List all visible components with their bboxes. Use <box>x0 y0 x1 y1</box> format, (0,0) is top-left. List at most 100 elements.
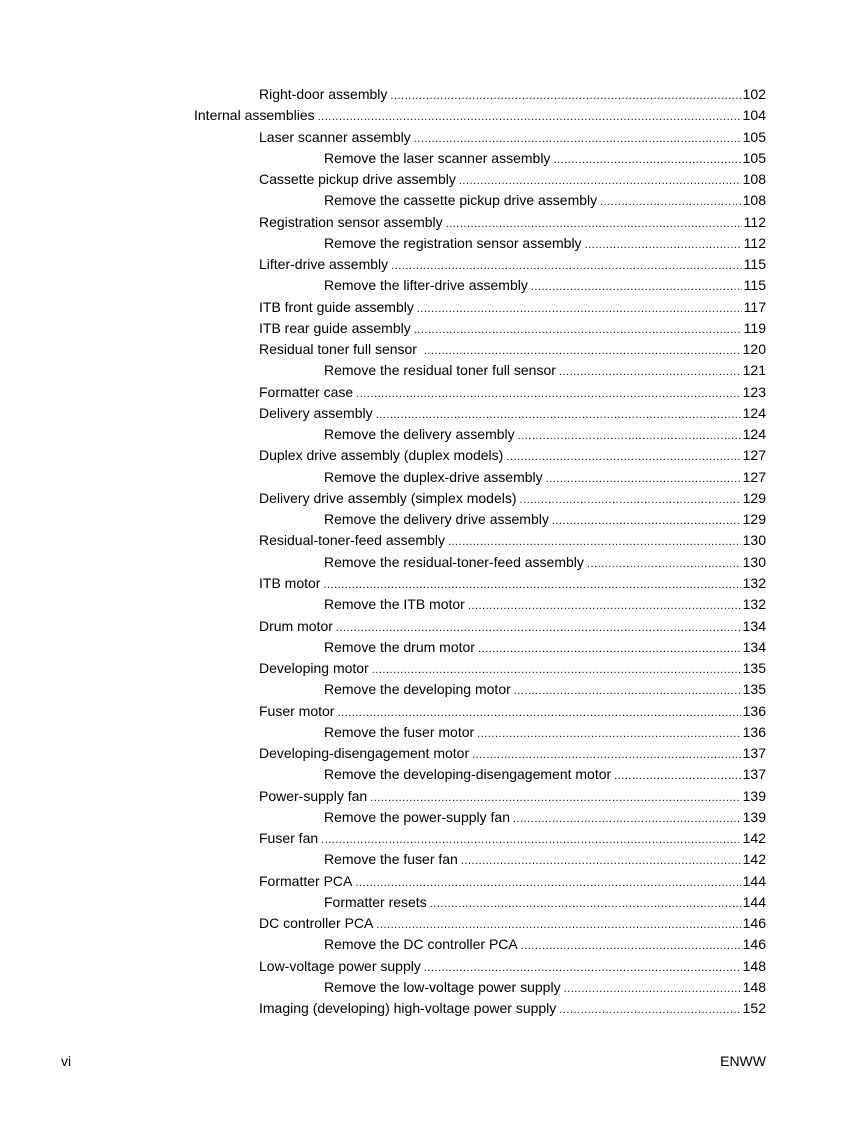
toc-entry[interactable]: Remove the developing-disengagement moto… <box>324 765 766 783</box>
toc-entry[interactable]: Remove the developing motor 135 <box>324 680 766 698</box>
toc-entry-title: Remove the residual toner full sensor <box>324 362 556 379</box>
toc-entry-title: Remove the registration sensor assembly <box>324 234 582 251</box>
dot-leader <box>414 321 742 339</box>
dot-leader <box>430 895 741 913</box>
dot-leader <box>521 937 741 955</box>
toc-entry-title: Low-voltage power supply <box>259 957 421 974</box>
toc-entry[interactable]: Remove the duplex-drive assembly 127 <box>324 468 766 486</box>
toc-entry[interactable]: Internal assemblies 104 <box>194 106 766 124</box>
toc-entry-title: ITB rear guide assembly <box>259 319 411 336</box>
toc-entry-page: 137 <box>742 745 766 762</box>
toc-entry[interactable]: DC controller PCA 146 <box>259 914 766 932</box>
footer-label: ENWW <box>720 1053 766 1069</box>
toc-entry-page: 108 <box>742 192 766 209</box>
toc-entry-title: Remove the low-voltage power supply <box>324 978 561 995</box>
toc-entry[interactable]: Remove the delivery drive assembly 129 <box>324 510 766 528</box>
toc-entry-page: 119 <box>743 319 766 336</box>
toc-entry[interactable]: Remove the registration sensor assembly 1… <box>324 234 766 252</box>
toc-entry-title: Remove the delivery drive assembly <box>324 511 549 528</box>
dot-leader <box>417 300 742 318</box>
toc-entry[interactable]: Formatter resets 144 <box>324 893 766 911</box>
dot-leader <box>585 236 742 254</box>
toc-entry[interactable]: Remove the lifter-drive assembly 115 <box>324 276 766 294</box>
toc-entry[interactable]: Remove the laser scanner assembly 105 <box>324 149 766 167</box>
toc-entry[interactable]: Cassette pickup drive assembly 108 <box>259 170 766 188</box>
toc-entry[interactable]: Developing-disengagement motor 137 <box>259 744 766 762</box>
toc-entry-title: Drum motor <box>259 617 333 634</box>
toc-entry-title: Remove the duplex-drive assembly <box>324 468 543 485</box>
toc-entry-title: Fuser motor <box>259 702 335 719</box>
dot-leader <box>356 385 741 403</box>
toc-entry-page: 144 <box>742 872 766 889</box>
dot-leader <box>614 767 740 785</box>
toc-entry-title: Formatter case <box>259 383 354 400</box>
toc-entry-title: Remove the lifter-drive assembly <box>324 277 528 294</box>
dot-leader <box>461 852 741 870</box>
toc-entry[interactable]: ITB front guide assembly 117 <box>259 298 766 316</box>
toc-entry-page: 102 <box>742 86 766 102</box>
toc-entry-title: Imaging (developing) high-voltage power … <box>259 1000 557 1017</box>
toc-entry[interactable]: Drum motor 134 <box>259 617 766 635</box>
toc-entry[interactable]: Formatter PCA 144 <box>259 872 766 890</box>
footer-page-number: vi <box>61 1053 72 1069</box>
toc-entry-title: Residual toner full sensor <box>259 341 421 358</box>
dot-leader <box>370 789 740 807</box>
dot-leader <box>478 640 741 658</box>
toc-entry-title: Formatter PCA <box>259 872 353 889</box>
dot-leader <box>321 831 741 849</box>
dot-leader <box>472 746 741 764</box>
toc-entry[interactable]: Remove the DC controller PCA 146 <box>324 935 766 953</box>
toc-entry[interactable]: Remove the residual toner full sensor 121 <box>324 361 766 379</box>
toc-entry[interactable]: Remove the fuser motor 136 <box>324 723 766 741</box>
toc-entry[interactable]: Remove the fuser fan 142 <box>324 850 766 868</box>
toc-entry-page: 146 <box>742 915 766 932</box>
toc-entry[interactable]: Fuser motor 136 <box>259 702 766 720</box>
toc-entry[interactable]: Fuser fan 142 <box>259 829 766 847</box>
toc-entry[interactable]: Laser scanner assembly 105 <box>259 128 766 146</box>
toc-entry-page: 105 <box>742 149 766 166</box>
dot-leader <box>587 555 741 573</box>
dot-leader <box>448 533 741 551</box>
toc-entry-page: 142 <box>742 851 766 868</box>
toc-entry[interactable]: ITB rear guide assembly 119 <box>259 319 766 337</box>
dot-leader <box>468 597 741 615</box>
toc-entry[interactable]: Imaging (developing) high-voltage power … <box>259 999 766 1017</box>
toc-entry[interactable]: Remove the low-voltage power supply 148 <box>324 978 766 996</box>
toc-entry[interactable]: Developing motor 135 <box>259 659 766 677</box>
toc-entry-page: 132 <box>742 596 766 613</box>
toc-entry[interactable]: Remove the delivery assembly 124 <box>324 425 766 443</box>
toc-entry-title: Internal assemblies <box>194 107 315 124</box>
dot-leader <box>336 619 741 637</box>
dot-leader <box>546 470 741 488</box>
dot-leader <box>390 87 740 105</box>
toc-entry-title: Right-door assembly <box>259 86 388 102</box>
toc-entry[interactable]: Registration sensor assembly 112 <box>259 213 766 231</box>
toc-entry-title: Developing-disengagement motor <box>259 745 470 762</box>
toc-entry[interactable]: Remove the cassette pickup drive assembl… <box>324 191 766 209</box>
dot-leader <box>376 916 740 934</box>
toc-entry[interactable]: Lifter-drive assembly 115 <box>259 255 766 273</box>
toc-entry-title: Laser scanner assembly <box>259 128 411 145</box>
toc-entry-page: 117 <box>743 298 766 315</box>
toc-entry[interactable]: Residual toner full sensor 120 <box>259 340 766 358</box>
toc-entry[interactable]: Delivery drive assembly (simplex models)… <box>259 489 766 507</box>
dot-leader <box>424 959 741 977</box>
toc-entry[interactable]: Duplex drive assembly (duplex models) 127 <box>259 446 766 464</box>
toc-entry[interactable]: Low-voltage power supply 148 <box>259 957 766 975</box>
toc-entry[interactable]: Remove the power-supply fan 139 <box>324 808 766 826</box>
toc-entry[interactable]: Remove the ITB motor 132 <box>324 595 766 613</box>
toc-entry[interactable]: Residual-toner-feed assembly 130 <box>259 531 766 549</box>
toc-entry[interactable]: Remove the residual-toner-feed assembly 1… <box>324 553 766 571</box>
toc-entry-page: 124 <box>742 426 766 443</box>
toc-entry-title: Remove the fuser fan <box>324 851 458 868</box>
toc-entry[interactable]: Right-door assembly 102 <box>259 85 766 103</box>
toc-entry[interactable]: Remove the drum motor 134 <box>324 638 766 656</box>
dot-leader <box>514 682 741 700</box>
toc-entry-page: 115 <box>743 277 766 294</box>
toc-entry-page: 121 <box>742 362 766 379</box>
toc-entry-page: 112 <box>743 234 766 251</box>
toc-entry[interactable]: Delivery assembly 124 <box>259 404 766 422</box>
toc-entry[interactable]: Power-supply fan 139 <box>259 787 766 805</box>
toc-entry[interactable]: Formatter case 123 <box>259 383 766 401</box>
toc-entry[interactable]: ITB motor 132 <box>259 574 766 592</box>
